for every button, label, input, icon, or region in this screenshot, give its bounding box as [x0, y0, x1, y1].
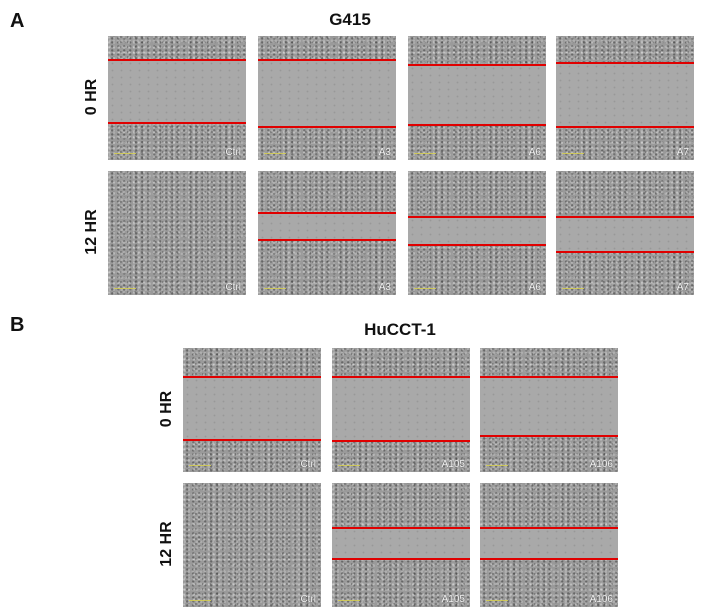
tile-label: A7 — [676, 282, 689, 293]
wound-edge-line — [108, 121, 246, 124]
wound-edge-line — [258, 58, 396, 61]
wound-edge-line — [108, 58, 246, 61]
panel-a-letter: A — [10, 10, 25, 32]
wound-edge-line — [258, 212, 396, 215]
micrograph-tile: A3 — [258, 171, 396, 295]
wound-edge-line — [408, 63, 546, 66]
wound-gap — [108, 59, 246, 123]
micrograph-tile: A105 — [332, 348, 470, 472]
wound-edge-line — [332, 375, 470, 378]
wound-edge-line — [480, 557, 618, 560]
micrograph-tile: A106 — [480, 348, 618, 472]
tile-label: Ctrl — [225, 147, 241, 158]
scale-bar — [562, 288, 584, 289]
scale-bar — [562, 153, 584, 154]
micrograph-tile: A3 — [258, 36, 396, 160]
panel-b-letter: B — [10, 314, 25, 336]
scale-bar — [114, 153, 136, 154]
wound-edge-line — [556, 62, 694, 65]
micrograph-tile: Ctrl — [183, 483, 321, 607]
wound-edge-line — [183, 375, 321, 378]
micrograph-tile: A106 — [480, 483, 618, 607]
wound-gap — [408, 64, 546, 126]
wound-gap — [332, 376, 470, 441]
panel-b-title: HuCCT-1 — [364, 320, 436, 339]
tile-label: Ctrl — [300, 594, 316, 605]
wound-gap — [183, 376, 321, 440]
wound-edge-line — [480, 375, 618, 378]
wound-edge-line — [556, 215, 694, 218]
wound-edge-line — [258, 125, 396, 128]
scale-bar — [338, 600, 360, 601]
wound-edge-line — [408, 215, 546, 218]
tile-label: A6 — [528, 282, 541, 293]
tile-label: A106 — [589, 594, 613, 605]
scale-bar — [189, 465, 211, 466]
micrograph-tile: A6 — [408, 36, 546, 160]
tile-label: A7 — [676, 147, 689, 158]
wound-edge-line — [480, 526, 618, 529]
wound-edge-line — [332, 557, 470, 560]
scale-bar — [414, 153, 436, 154]
wound-gap — [332, 527, 470, 559]
wound-edge-line — [332, 440, 470, 442]
scale-bar — [114, 288, 136, 289]
wound-edge-line — [408, 244, 546, 247]
wound-gap — [480, 527, 618, 559]
tile-label: A6 — [528, 147, 541, 158]
wound-edge-line — [183, 438, 321, 441]
micrograph-tile: Ctrl — [108, 171, 246, 295]
wound-edge-line — [556, 250, 694, 253]
panel-a-title: G415 — [329, 10, 371, 29]
scale-bar — [189, 600, 211, 601]
wound-edge-line — [556, 125, 694, 128]
wound-gap — [258, 213, 396, 241]
micrograph-tile: Ctrl — [183, 348, 321, 472]
wound-gap — [258, 59, 396, 127]
wound-edge-line — [480, 435, 618, 438]
panel_b-row-label: 12 HR — [158, 521, 175, 567]
scale-bar — [264, 153, 286, 154]
scale-bar — [486, 600, 508, 601]
panel_a-row-label: 0 HR — [83, 78, 100, 116]
tile-label: A106 — [589, 459, 613, 470]
tile-label: A3 — [378, 147, 391, 158]
scale-bar — [338, 465, 360, 466]
micrograph-tile: A7 — [556, 36, 694, 160]
wound-gap — [408, 216, 546, 246]
wound-edge-line — [258, 239, 396, 242]
tile-label: A3 — [378, 282, 391, 293]
micrograph-tile: A7 — [556, 171, 694, 295]
wound-gap — [480, 376, 618, 437]
wound-gap — [556, 216, 694, 252]
micrograph-tile: A105 — [332, 483, 470, 607]
tile-label: A105 — [441, 459, 465, 470]
scale-bar — [414, 288, 436, 289]
scale-bar — [486, 465, 508, 466]
micrograph-tile: A6 — [408, 171, 546, 295]
tile-label: Ctrl — [225, 282, 241, 293]
panel_b-row-label: 0 HR — [158, 390, 175, 428]
tile-label: A105 — [441, 594, 465, 605]
scale-bar — [264, 288, 286, 289]
panel_a-row-label: 12 HR — [83, 209, 100, 255]
wound-gap — [556, 63, 694, 127]
micrograph-tile: Ctrl — [108, 36, 246, 160]
tile-label: Ctrl — [300, 459, 316, 470]
wound-edge-line — [332, 526, 470, 529]
wound-edge-line — [408, 124, 546, 127]
